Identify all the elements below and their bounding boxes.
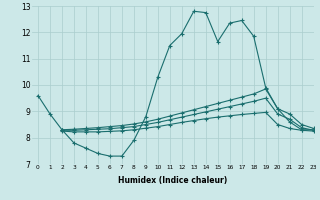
X-axis label: Humidex (Indice chaleur): Humidex (Indice chaleur) (118, 176, 228, 185)
